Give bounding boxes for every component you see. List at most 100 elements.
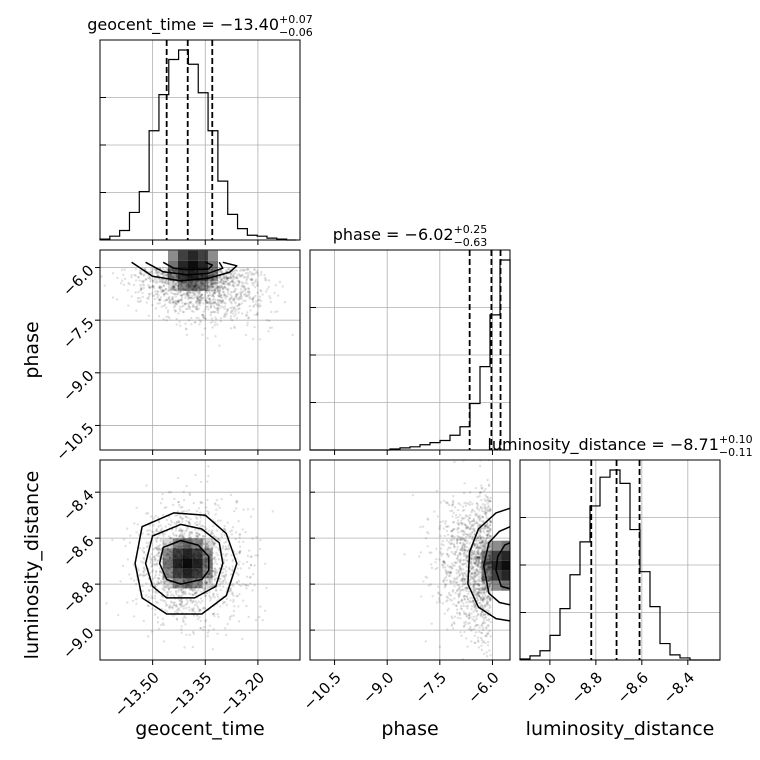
scatter-point xyxy=(206,301,209,304)
scatter-point xyxy=(179,588,182,591)
scatter-point xyxy=(174,289,178,292)
scatter-point xyxy=(148,276,151,279)
scatter-point xyxy=(267,330,270,333)
scatter-point xyxy=(194,591,197,594)
scatter-point xyxy=(471,599,475,603)
scatter-point xyxy=(165,273,168,277)
scatter-point xyxy=(230,302,233,305)
scatter-point xyxy=(204,284,207,288)
scatter-point xyxy=(126,601,129,604)
scatter-point xyxy=(160,279,163,282)
scatter-point xyxy=(154,271,157,274)
scatter-point xyxy=(463,533,466,536)
scatter-point xyxy=(209,302,213,305)
scatter-point xyxy=(237,605,240,608)
scatter-point xyxy=(456,528,459,531)
scatter-point xyxy=(445,501,449,504)
scatter-point xyxy=(246,268,249,271)
scatter-point xyxy=(471,550,474,553)
scatter-point xyxy=(223,294,226,297)
scatter-point xyxy=(469,578,472,582)
scatter-point xyxy=(489,572,493,575)
scatter-point xyxy=(213,291,217,294)
scatter-point xyxy=(222,293,226,296)
scatter-point xyxy=(424,640,427,643)
scatter-point xyxy=(202,628,205,632)
scatter-point xyxy=(169,287,173,290)
scatter-point xyxy=(216,299,220,302)
scatter-point xyxy=(169,541,172,544)
scatter-point xyxy=(218,294,221,298)
scatter-point xyxy=(211,280,214,283)
scatter-point xyxy=(179,283,183,286)
scatter-point xyxy=(198,542,202,546)
scatter-point xyxy=(208,573,211,576)
scatter-point xyxy=(237,311,240,314)
scatter-point xyxy=(154,281,157,284)
scatter-point xyxy=(454,662,456,664)
scatter-point xyxy=(455,538,459,541)
density-cell xyxy=(182,558,193,569)
scatter-point xyxy=(199,580,203,583)
scatter-point xyxy=(201,289,204,292)
scatter-point xyxy=(256,291,259,294)
density-cell xyxy=(188,260,198,271)
scatter-point xyxy=(195,295,198,298)
title-value: phase = −6.02 xyxy=(333,225,454,244)
scatter-point xyxy=(474,579,477,582)
scatter-point xyxy=(234,537,237,541)
scatter-point xyxy=(220,300,223,303)
scatter-point xyxy=(472,582,475,585)
scatter-point xyxy=(195,517,199,520)
scatter-point xyxy=(212,272,215,275)
scatter-point xyxy=(228,618,232,621)
scatter-point xyxy=(192,632,196,635)
scatter-point xyxy=(178,533,182,537)
scatter-point xyxy=(452,603,455,606)
scatter-point xyxy=(142,546,145,550)
scatter-point xyxy=(461,580,464,583)
scatter-point xyxy=(463,543,466,546)
scatter-point xyxy=(461,665,463,667)
scatter-point xyxy=(233,306,236,309)
scatter-point xyxy=(150,553,153,556)
scatter-point xyxy=(192,593,195,597)
scatter-point xyxy=(268,319,271,323)
scatter-point xyxy=(210,281,213,285)
scatter-point xyxy=(217,558,220,561)
scatter-point xyxy=(214,298,217,301)
scatter-point xyxy=(231,592,234,596)
scatter-point xyxy=(477,640,480,643)
scatter-point xyxy=(458,568,461,571)
contour-level-1 xyxy=(144,523,224,599)
scatter-point xyxy=(175,303,179,306)
scatter-point xyxy=(254,272,258,275)
scatter-point xyxy=(237,282,241,285)
scatter-point xyxy=(477,591,480,594)
scatter-point xyxy=(234,313,238,316)
scatter-point xyxy=(486,644,490,647)
scatter-point xyxy=(450,623,454,626)
scatter-point xyxy=(165,274,168,277)
scatter-point xyxy=(146,635,150,638)
scatter-point xyxy=(456,576,459,579)
scatter-point xyxy=(467,520,471,523)
scatter-point xyxy=(238,302,241,306)
contour-level-0 xyxy=(134,512,238,615)
scatter-point xyxy=(473,575,476,578)
scatter-point xyxy=(259,605,262,608)
scatter-point xyxy=(419,526,422,529)
scatter-point xyxy=(247,287,250,290)
scatter-point xyxy=(411,494,414,497)
scatter-point xyxy=(451,590,455,593)
scatter-point xyxy=(163,303,167,306)
scatter-point xyxy=(204,594,208,598)
scatter-point xyxy=(483,498,486,501)
scatter-point xyxy=(185,510,188,513)
density-cell xyxy=(522,581,532,591)
scatter-point xyxy=(221,287,224,290)
scatter-point xyxy=(269,297,272,300)
scatter-point xyxy=(186,307,189,310)
scatter-point xyxy=(174,586,177,590)
scatter-point xyxy=(193,603,197,607)
